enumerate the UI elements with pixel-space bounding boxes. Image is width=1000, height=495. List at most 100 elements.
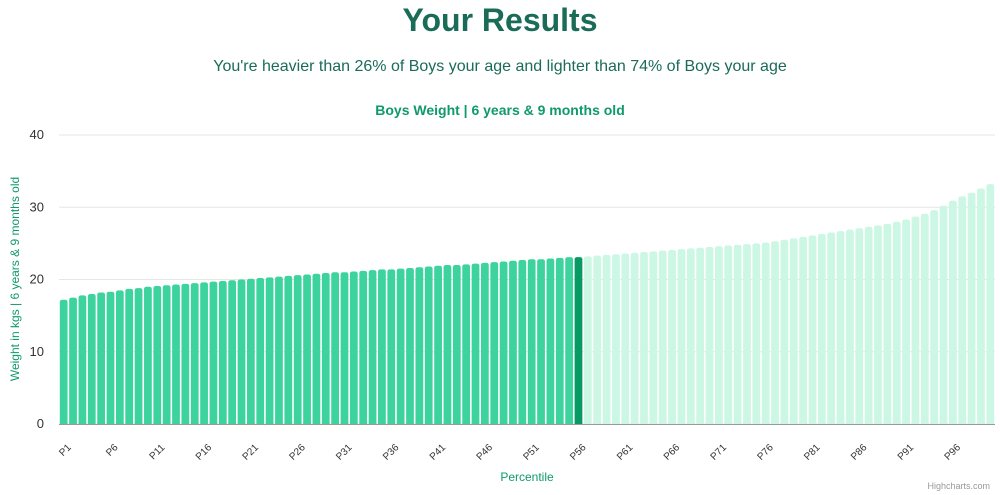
bar-p46[interactable] bbox=[481, 262, 489, 424]
bar-p4[interactable] bbox=[87, 293, 96, 424]
bar-p47[interactable] bbox=[490, 262, 499, 424]
bar-p79[interactable] bbox=[789, 238, 798, 424]
bar-p90[interactable] bbox=[892, 221, 901, 424]
bar-p51[interactable] bbox=[527, 259, 536, 424]
bar-p43[interactable] bbox=[452, 265, 461, 424]
bar-p27[interactable] bbox=[303, 274, 311, 424]
bar-p80[interactable] bbox=[799, 236, 807, 424]
bar-p87[interactable] bbox=[864, 226, 873, 424]
bar-p48[interactable] bbox=[499, 261, 508, 424]
bar-p9[interactable] bbox=[134, 288, 143, 424]
bar-p13[interactable] bbox=[172, 284, 180, 424]
bar-p72[interactable] bbox=[724, 245, 733, 424]
bar-p49[interactable] bbox=[509, 260, 517, 424]
bar-p16[interactable] bbox=[200, 282, 208, 424]
bar-p56[interactable] bbox=[574, 257, 583, 424]
bar-p67[interactable] bbox=[677, 249, 686, 424]
bar-p66[interactable] bbox=[668, 249, 676, 424]
bar-p38[interactable] bbox=[406, 267, 414, 424]
bar-p78[interactable] bbox=[780, 239, 789, 424]
bar-p60[interactable] bbox=[612, 254, 620, 424]
highcharts-credits[interactable]: Highcharts.com bbox=[927, 481, 990, 491]
bar-p36[interactable] bbox=[387, 269, 396, 424]
bar-p96[interactable] bbox=[949, 200, 957, 424]
bar-p40[interactable] bbox=[424, 266, 433, 424]
bar-p6[interactable] bbox=[106, 291, 115, 424]
bar-p11[interactable] bbox=[153, 286, 162, 424]
bar-p8[interactable] bbox=[125, 288, 134, 424]
bar-p15[interactable] bbox=[190, 283, 199, 424]
bar-p20[interactable] bbox=[237, 279, 246, 425]
bar-p44[interactable] bbox=[462, 264, 471, 424]
bar-p73[interactable] bbox=[733, 244, 742, 424]
bar-p94[interactable] bbox=[930, 210, 939, 424]
bar-p14[interactable] bbox=[181, 283, 190, 424]
bar-p71[interactable] bbox=[715, 246, 723, 424]
bar-p98[interactable] bbox=[967, 192, 976, 424]
bar-p50[interactable] bbox=[518, 259, 527, 424]
bar-p54[interactable] bbox=[555, 257, 564, 424]
bar-p24[interactable] bbox=[275, 276, 283, 424]
bar-p29[interactable] bbox=[321, 272, 330, 424]
bar-p75[interactable] bbox=[752, 243, 761, 424]
bar-p28[interactable] bbox=[312, 273, 321, 424]
bar-p59[interactable] bbox=[602, 254, 611, 424]
bar-p57[interactable] bbox=[583, 256, 592, 424]
bar-p53[interactable] bbox=[546, 258, 555, 424]
bar-p68[interactable] bbox=[686, 248, 695, 424]
bar-p18[interactable] bbox=[218, 280, 227, 424]
bar-p34[interactable] bbox=[368, 270, 377, 424]
bar-p86[interactable] bbox=[855, 228, 864, 424]
bar-p89[interactable] bbox=[883, 223, 892, 424]
bar-p92[interactable] bbox=[911, 216, 920, 424]
bar-p5[interactable] bbox=[97, 292, 105, 424]
bar-p1[interactable] bbox=[59, 299, 68, 424]
bar-p76[interactable] bbox=[761, 242, 770, 424]
bar-p52[interactable] bbox=[537, 259, 545, 424]
bar-p85[interactable] bbox=[846, 229, 854, 424]
bar-p45[interactable] bbox=[471, 263, 480, 424]
bar-p88[interactable] bbox=[874, 225, 882, 424]
bar-p33[interactable] bbox=[359, 270, 368, 424]
bar-p3[interactable] bbox=[78, 295, 87, 424]
bar-series[interactable] bbox=[59, 184, 995, 425]
bar-p32[interactable] bbox=[349, 271, 358, 424]
bar-p84[interactable] bbox=[836, 231, 845, 424]
bar-p81[interactable] bbox=[808, 235, 817, 424]
bar-p17[interactable] bbox=[209, 281, 218, 424]
bar-p30[interactable] bbox=[331, 272, 339, 424]
bar-p37[interactable] bbox=[396, 268, 405, 424]
bar-p19[interactable] bbox=[228, 280, 237, 424]
bar-p74[interactable] bbox=[743, 244, 751, 424]
bar-p23[interactable] bbox=[265, 277, 274, 424]
bar-p22[interactable] bbox=[256, 278, 265, 424]
bar-p35[interactable] bbox=[378, 269, 386, 424]
bar-p39[interactable] bbox=[415, 267, 424, 424]
bar-p100[interactable] bbox=[986, 184, 995, 424]
bar-p7[interactable] bbox=[115, 290, 124, 424]
bar-p25[interactable] bbox=[284, 275, 293, 424]
bar-p41[interactable] bbox=[434, 265, 442, 424]
bar-p95[interactable] bbox=[939, 205, 948, 424]
bar-p91[interactable] bbox=[902, 219, 910, 424]
bar-p77[interactable] bbox=[771, 241, 779, 424]
bar-p26[interactable] bbox=[293, 275, 302, 424]
bar-p10[interactable] bbox=[144, 286, 152, 424]
bar-p93[interactable] bbox=[920, 213, 929, 424]
bar-p21[interactable] bbox=[247, 278, 255, 424]
bar-p99[interactable] bbox=[977, 188, 985, 424]
bar-p97[interactable] bbox=[958, 196, 967, 424]
bar-p61[interactable] bbox=[621, 253, 630, 424]
bar-p55[interactable] bbox=[565, 257, 573, 424]
bar-p12[interactable] bbox=[162, 285, 171, 424]
bar-p64[interactable] bbox=[649, 251, 658, 424]
bar-p65[interactable] bbox=[658, 250, 667, 424]
bar-p62[interactable] bbox=[630, 252, 639, 424]
bar-p63[interactable] bbox=[640, 252, 648, 424]
bar-p83[interactable] bbox=[827, 232, 836, 424]
bar-p31[interactable] bbox=[340, 272, 349, 424]
bar-p70[interactable] bbox=[705, 246, 714, 424]
bar-p42[interactable] bbox=[443, 265, 452, 424]
bar-p82[interactable] bbox=[817, 233, 826, 424]
bar-p69[interactable] bbox=[696, 247, 705, 424]
